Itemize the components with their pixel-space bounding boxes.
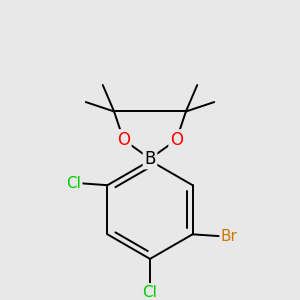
Text: O: O xyxy=(117,131,130,149)
Text: O: O xyxy=(170,131,183,149)
Text: Cl: Cl xyxy=(142,285,158,300)
Text: Br: Br xyxy=(221,229,238,244)
Text: Cl: Cl xyxy=(66,176,81,191)
Text: B: B xyxy=(144,150,156,168)
